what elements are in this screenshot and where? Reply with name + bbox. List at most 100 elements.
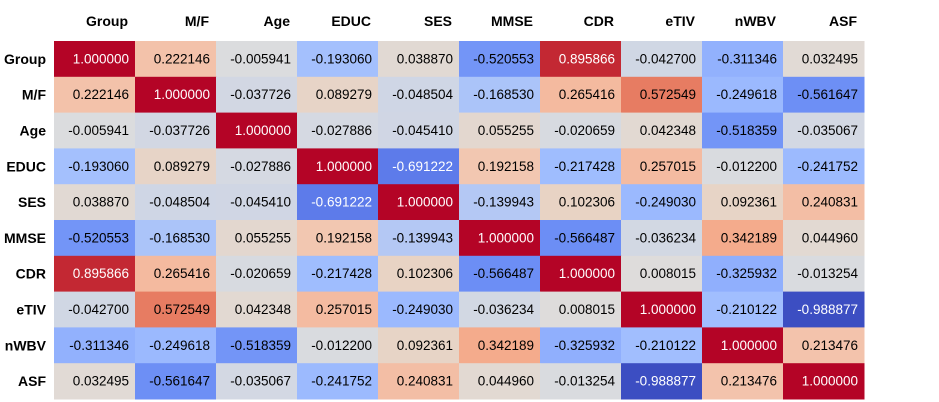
cell-value-label: -0.013254	[554, 374, 615, 389]
heatmap-cell	[621, 184, 703, 221]
cell-value-label: -0.249030	[392, 302, 453, 317]
heatmap-cell	[135, 148, 217, 185]
cell-value-label: 0.257015	[640, 159, 696, 174]
cell-value-label: 0.240831	[397, 374, 453, 389]
cell-value-label: -0.520553	[473, 51, 534, 66]
heatmap-cell	[621, 291, 703, 328]
heatmap-cell	[378, 255, 460, 293]
cell-value-label: 0.895866	[559, 51, 615, 66]
heatmap-cell	[54, 76, 136, 114]
cell-value-label: -0.048504	[149, 195, 210, 210]
heatmap-cell	[702, 291, 784, 328]
heatmap-cell	[135, 184, 217, 221]
heatmap-cell	[540, 184, 622, 221]
cell-value-label: -0.210122	[635, 338, 696, 353]
heatmap-cell	[702, 148, 784, 185]
cell-value-label: -0.168530	[149, 230, 210, 245]
cell-value-label: -0.520553	[68, 230, 129, 245]
heatmap-cell	[459, 76, 541, 114]
cell-value-label: -0.139943	[392, 230, 453, 245]
heatmap-cell	[378, 41, 460, 78]
cell-value-label: -0.005941	[68, 123, 129, 138]
heatmap-cell	[216, 41, 298, 78]
cell-value-label: -0.020659	[554, 123, 615, 138]
cell-value-label: -0.325932	[716, 266, 777, 281]
cell-value-label: -0.988877	[635, 374, 696, 389]
heatmap-cell	[459, 112, 541, 149]
heatmap-cell	[378, 327, 460, 364]
heatmap-cell	[297, 255, 379, 293]
cell-value-label: 0.038870	[73, 195, 129, 210]
cell-value-label: -0.027886	[230, 159, 291, 174]
cell-value-label: -0.139943	[473, 195, 534, 210]
cell-value-label: 0.192158	[316, 230, 372, 245]
heatmap-cell	[216, 291, 298, 328]
heatmap-cells: 1.000000 0.222146 -0.005941 -0.193060 0.0388…	[54, 41, 865, 400]
cell-value-label: -0.168530	[473, 87, 534, 102]
cell-value-label: 0.055255	[235, 230, 291, 245]
heatmap-cell	[540, 76, 622, 114]
cell-value-label: -0.518359	[230, 338, 291, 353]
heatmap-cell	[378, 148, 460, 185]
heatmap-cell	[540, 220, 622, 257]
heatmap-cell	[621, 41, 703, 78]
column-label-ses: SES	[424, 13, 452, 29]
column-label-etiv: eTIV	[665, 13, 695, 29]
heatmap-cell	[54, 41, 136, 78]
cell-value-label: -0.988877	[797, 302, 858, 317]
row-label-group: Group	[4, 51, 46, 67]
cell-value-label: 1.000000	[316, 159, 372, 174]
row-label-ses: SES	[18, 194, 46, 210]
cell-value-label: 0.572549	[154, 302, 210, 317]
cell-value-label: -0.193060	[68, 159, 129, 174]
heatmap-cell	[297, 184, 379, 221]
row-label-asf: ASF	[18, 373, 46, 389]
cell-value-label: 0.240831	[802, 195, 858, 210]
heatmap-cell	[297, 327, 379, 364]
heatmap-cell	[297, 291, 379, 328]
column-label-cdr: CDR	[584, 13, 614, 29]
heatmap-cell	[783, 255, 865, 293]
cell-value-label: -0.561647	[797, 87, 858, 102]
heatmap-cell	[297, 220, 379, 257]
cell-value-label: 0.265416	[154, 266, 210, 281]
heatmap-cell	[135, 112, 217, 149]
cell-value-label: 1.000000	[235, 123, 291, 138]
heatmap-cell	[54, 148, 136, 185]
heatmap-cell	[540, 327, 622, 364]
cell-value-label: -0.037726	[149, 123, 210, 138]
heatmap-cell	[216, 76, 298, 114]
heatmap-cell	[135, 41, 217, 78]
heatmap-cell	[459, 148, 541, 185]
column-label-mmse: MMSE	[491, 13, 533, 29]
cell-value-label: 1.000000	[397, 195, 453, 210]
heatmap-cell	[378, 363, 460, 400]
cell-value-label: 0.265416	[559, 87, 615, 102]
cell-value-label: -0.518359	[716, 123, 777, 138]
column-label-educ: EDUC	[331, 13, 371, 29]
heatmap-cell	[783, 112, 865, 149]
heatmap-cell	[540, 112, 622, 149]
cell-value-label: -0.566487	[554, 230, 615, 245]
row-label-nwbv: nWBV	[5, 337, 47, 353]
heatmap-cell	[702, 255, 784, 293]
cell-value-label: -0.012200	[311, 338, 372, 353]
cell-value-label: 1.000000	[640, 302, 696, 317]
heatmap-cell	[216, 112, 298, 149]
cell-value-label: -0.691222	[311, 195, 372, 210]
cell-value-label: -0.561647	[149, 374, 210, 389]
heatmap-cell	[540, 41, 622, 78]
heatmap-cell	[540, 363, 622, 400]
cell-value-label: 0.192158	[478, 159, 534, 174]
cell-value-label: 0.102306	[397, 266, 453, 281]
cell-value-label: -0.048504	[392, 87, 453, 102]
row-label-age: Age	[20, 123, 47, 139]
heatmap-cell	[621, 363, 703, 400]
cell-value-label: -0.036234	[473, 302, 534, 317]
cell-value-label: -0.042700	[68, 302, 129, 317]
cell-value-label: 0.044960	[802, 230, 858, 245]
cell-value-label: -0.566487	[473, 266, 534, 281]
heatmap-cell	[459, 363, 541, 400]
cell-value-label: -0.217428	[311, 266, 372, 281]
heatmap-cell	[702, 41, 784, 78]
